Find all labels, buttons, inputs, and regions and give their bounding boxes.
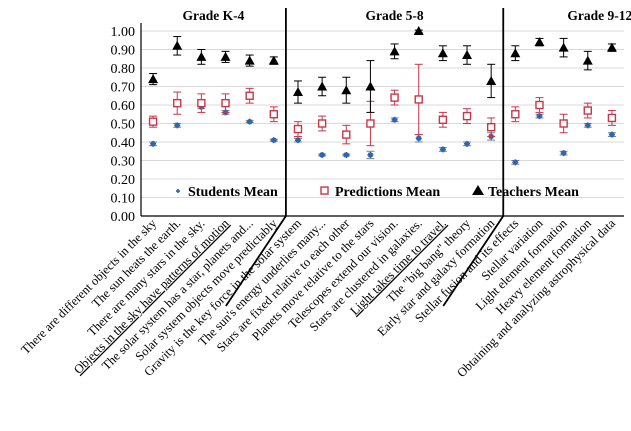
data-point <box>148 117 158 126</box>
y-tick-label: 0.60 <box>111 99 136 114</box>
gridlines <box>141 30 624 198</box>
data-point <box>464 140 471 147</box>
data-point <box>510 48 521 58</box>
data-point <box>317 119 327 128</box>
data-point <box>196 51 207 61</box>
y-tick-label: 0.50 <box>111 118 136 133</box>
data-point <box>413 26 424 35</box>
data-point <box>172 40 183 50</box>
data-point <box>342 130 351 139</box>
data-point <box>559 119 568 128</box>
y-tick-label: 0.80 <box>111 62 136 77</box>
series-students-mean <box>149 103 616 166</box>
legend-item: Teachers Mean <box>472 185 579 200</box>
data-point <box>486 122 496 132</box>
series-predictions-mean <box>148 63 617 147</box>
data-point <box>148 74 159 84</box>
data-point <box>534 37 545 47</box>
data-point <box>462 50 473 60</box>
group-label: Grade K-4 <box>183 8 245 23</box>
data-point <box>606 42 617 52</box>
data-point <box>414 95 423 104</box>
data-point <box>245 91 254 100</box>
data-point <box>365 81 376 91</box>
legend-label: Predictions Mean <box>335 185 440 200</box>
data-point <box>391 116 398 123</box>
data-point <box>536 113 543 120</box>
data-point <box>390 93 399 102</box>
data-point <box>293 124 303 134</box>
y-tick-label: 0.30 <box>111 155 136 170</box>
data-point <box>319 151 326 158</box>
data-point <box>150 140 157 147</box>
y-tick-label: 1.00 <box>111 25 136 40</box>
data-point <box>439 146 446 153</box>
series-layer <box>148 26 617 166</box>
data-point <box>560 150 567 157</box>
data-point <box>317 81 328 91</box>
data-point <box>366 119 375 128</box>
data-point <box>535 100 544 110</box>
data-point <box>220 51 231 61</box>
data-point <box>389 46 400 56</box>
y-tick-label: 0.00 <box>111 210 136 225</box>
data-point <box>268 55 279 65</box>
data-point <box>292 87 303 97</box>
series-teachers-mean <box>148 26 617 113</box>
data-point <box>244 55 255 65</box>
data-point <box>438 115 448 125</box>
legend-marker <box>472 185 484 196</box>
data-point <box>173 98 182 108</box>
data-point <box>486 75 497 85</box>
y-axis: 0.00 0.10 0.20 0.30 0.40 0.50 0.60 0.70 0.80 0.90… <box>111 23 624 225</box>
grade-groups: Grade K-4 Grade 5-8 Grade 9-12 <box>183 8 631 307</box>
data-point <box>197 98 206 108</box>
data-point <box>415 135 422 142</box>
data-point <box>367 151 374 158</box>
data-point <box>462 111 472 121</box>
group-label: Grade 9-12 <box>567 8 631 23</box>
data-point <box>583 106 592 115</box>
y-tick-label: 0.20 <box>111 173 136 188</box>
legend-item: Predictions Mean <box>320 185 440 200</box>
data-point <box>294 137 301 144</box>
data-point <box>608 131 615 138</box>
y-tick-label: 0.90 <box>111 44 136 59</box>
legend-marker <box>176 189 180 194</box>
y-tick-label: 0.40 <box>111 136 136 151</box>
category-labels: There are different objects in the skyTh… <box>18 216 618 380</box>
y-tick-label: 0.10 <box>111 192 136 207</box>
y-tick-label: 0.70 <box>111 81 136 96</box>
data-point <box>269 110 279 119</box>
legend-marker <box>320 186 329 195</box>
data-point <box>437 48 448 58</box>
group-label: Grade 5-8 <box>366 8 424 23</box>
data-point <box>558 42 569 52</box>
legend: Students Mean Predictions Mean Teachers Me… <box>176 185 579 200</box>
data-point <box>607 113 617 123</box>
data-point <box>270 137 277 144</box>
data-point <box>511 110 520 119</box>
data-point <box>174 122 181 129</box>
group-divider-slant <box>225 215 287 307</box>
data-point <box>341 85 352 95</box>
legend-item: Students Mean <box>176 185 278 200</box>
group-divider-slant <box>442 215 504 307</box>
data-point <box>512 159 519 166</box>
legend-label: Teachers Mean <box>488 185 579 200</box>
data-point <box>221 98 230 108</box>
data-point <box>246 118 253 125</box>
data-point <box>582 55 593 65</box>
legend-label: Students Mean <box>188 185 278 200</box>
data-point <box>584 122 591 129</box>
data-point <box>343 151 350 158</box>
